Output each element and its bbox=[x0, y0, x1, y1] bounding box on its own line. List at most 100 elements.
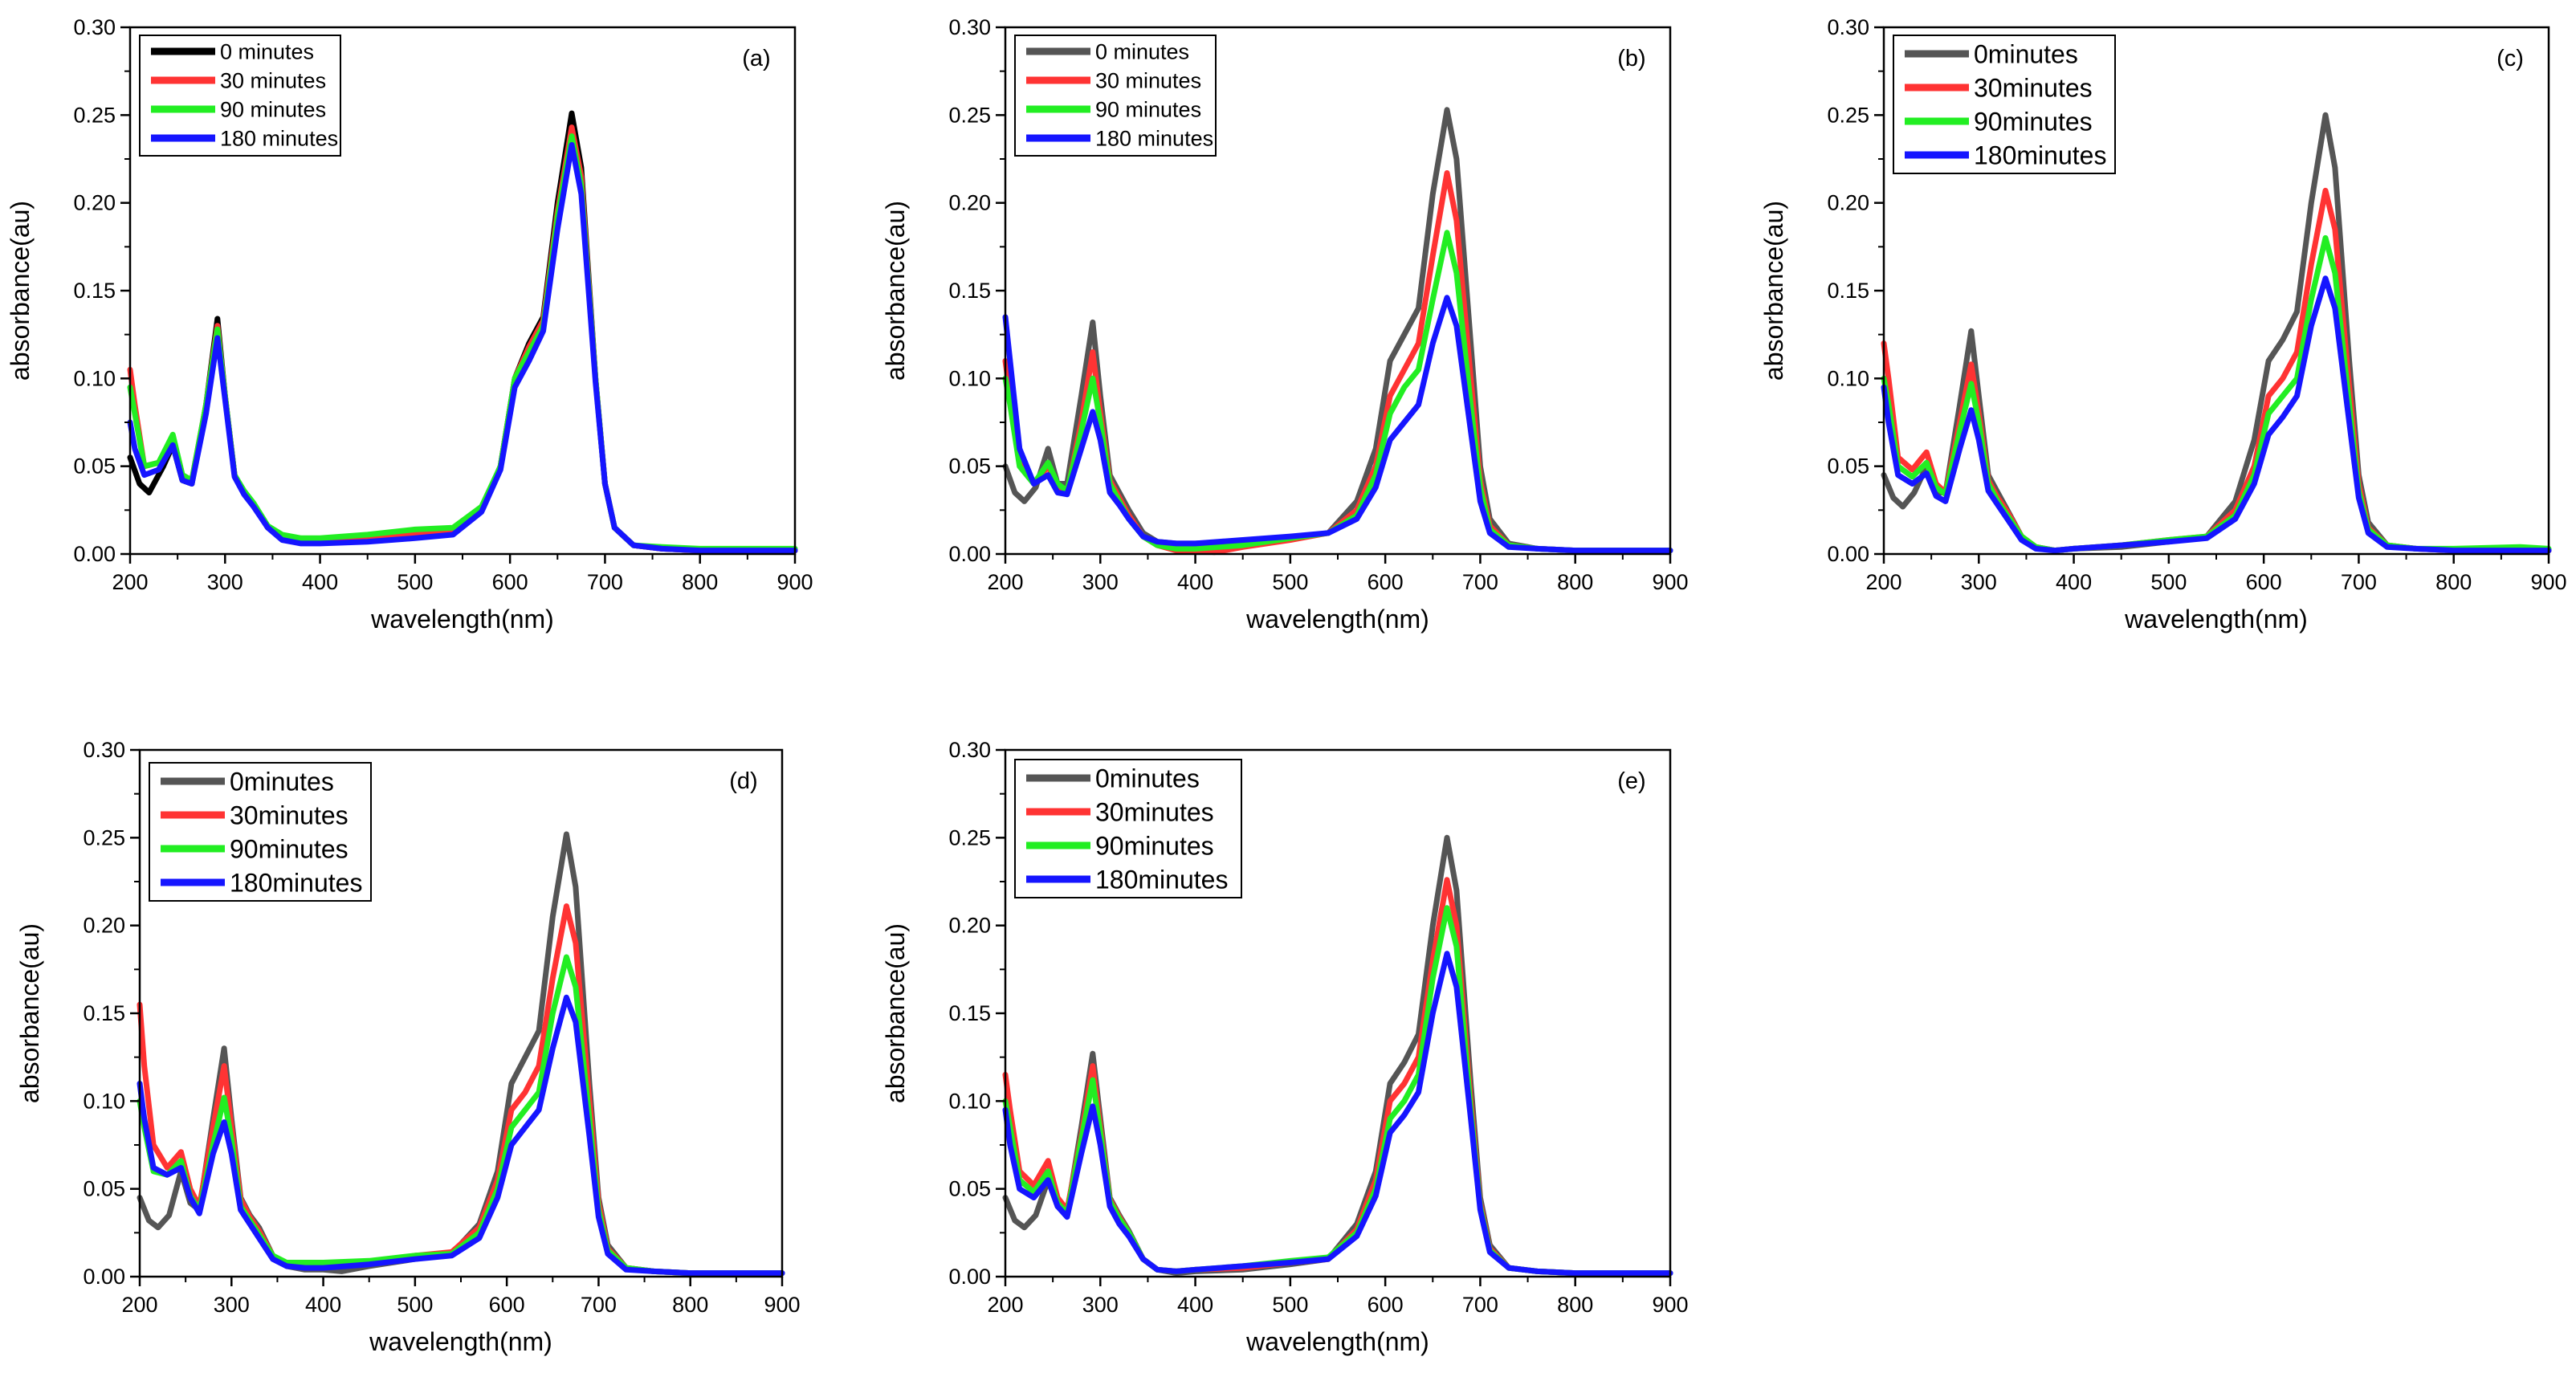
y-tick-label: 0.15 bbox=[948, 1001, 991, 1025]
panel-label: (d) bbox=[729, 768, 757, 794]
legend-label: 180minutes bbox=[1095, 866, 1228, 894]
x-tick-label: 600 bbox=[492, 570, 528, 594]
x-tick-label: 500 bbox=[2150, 570, 2187, 594]
y-axis-label: absorbance(au) bbox=[6, 201, 35, 381]
legend-label: 0minutes bbox=[230, 768, 334, 796]
y-axis-label: absorbance(au) bbox=[15, 923, 44, 1103]
x-tick-label: 600 bbox=[2246, 570, 2282, 594]
x-tick-label: 200 bbox=[1865, 570, 1901, 594]
y-tick-label: 0.10 bbox=[1827, 366, 1869, 390]
y-tick-label: 0.05 bbox=[948, 454, 991, 479]
y-tick-label: 0.25 bbox=[83, 825, 125, 849]
y-tick-label: 0.00 bbox=[1827, 542, 1869, 566]
y-tick-label: 0.20 bbox=[73, 191, 116, 215]
legend-box bbox=[149, 762, 372, 902]
series-line-2 bbox=[1002, 905, 1673, 1277]
legend: 0 minutes 30 minutes 90 minutes 180 minutes bbox=[139, 35, 341, 157]
x-tick-label: 300 bbox=[1961, 570, 1997, 594]
panel-label: (e) bbox=[1617, 768, 1645, 794]
y-tick-label: 0.30 bbox=[1827, 15, 1869, 39]
legend-label: 180minutes bbox=[230, 869, 362, 898]
x-tick-label: 300 bbox=[1082, 1293, 1119, 1317]
x-tick-label: 700 bbox=[581, 1293, 617, 1317]
y-tick-label: 0.30 bbox=[948, 738, 991, 762]
y-tick-label: 0.00 bbox=[948, 542, 991, 566]
series-line-2 bbox=[1002, 230, 1673, 554]
y-tick-label: 0.05 bbox=[948, 1177, 991, 1201]
chart-panel-1: 200 300 400 500 600 700 800 900 0.00 0.05 0.10 0.15… bbox=[881, 15, 1689, 634]
y-tick-label: 0.20 bbox=[1827, 191, 1869, 215]
legend-label: 30minutes bbox=[1974, 74, 2093, 103]
y-tick-label: 0.20 bbox=[948, 191, 991, 215]
x-tick-label: 800 bbox=[672, 1293, 708, 1317]
x-axis-label: wavelength(nm) bbox=[1245, 1327, 1429, 1356]
y-axis-label: absorbance(au) bbox=[881, 201, 910, 381]
y-tick-label: 0.15 bbox=[948, 279, 991, 303]
x-tick-label: 800 bbox=[2435, 570, 2472, 594]
y-tick-label: 0.00 bbox=[948, 1265, 991, 1289]
series-line-1 bbox=[137, 903, 785, 1277]
y-tick-label: 0.25 bbox=[948, 825, 991, 849]
series-line-2 bbox=[137, 954, 785, 1277]
x-tick-label: 200 bbox=[112, 570, 148, 594]
x-tick-label: 600 bbox=[489, 1293, 525, 1317]
legend-label: 180minutes bbox=[1974, 141, 2106, 170]
x-tick-label: 400 bbox=[302, 570, 338, 594]
legend: 0minutes 30minutes 90minutes 180minutes bbox=[149, 762, 372, 902]
panel-label: (a) bbox=[742, 46, 770, 71]
x-tick-label: 500 bbox=[1272, 1293, 1308, 1317]
legend: 0minutes 30minutes 90minutes 180minutes bbox=[1014, 759, 1242, 898]
legend-label: 30minutes bbox=[1095, 798, 1214, 827]
x-tick-label: 900 bbox=[1652, 1293, 1688, 1317]
series-line-3 bbox=[137, 994, 785, 1277]
x-tick-label: 600 bbox=[1367, 1293, 1404, 1317]
x-tick-label: 900 bbox=[776, 570, 813, 594]
y-tick-label: 0.00 bbox=[73, 542, 116, 566]
chart-panel-0: 200 300 400 500 600 700 800 900 0.00 0.05 0.10 0.15… bbox=[6, 15, 813, 634]
y-tick-label: 0.25 bbox=[948, 103, 991, 127]
y-tick-label: 0.25 bbox=[1827, 103, 1869, 127]
legend-label: 90 minutes bbox=[220, 98, 326, 122]
legend-label: 180 minutes bbox=[1095, 127, 1213, 151]
x-tick-label: 400 bbox=[305, 1293, 341, 1317]
legend-label: 30 minutes bbox=[1095, 69, 1201, 93]
chart-panel-3: 200 300 400 500 600 700 800 900 0.00 0.05 0.10 0.15… bbox=[15, 738, 801, 1356]
x-tick-label: 700 bbox=[1462, 1293, 1498, 1317]
x-tick-label: 500 bbox=[397, 570, 433, 594]
panel-label: (b) bbox=[1617, 46, 1645, 71]
x-tick-label: 500 bbox=[1272, 570, 1308, 594]
y-tick-label: 0.30 bbox=[948, 15, 991, 39]
legend-box bbox=[1893, 35, 2116, 174]
series-line-3 bbox=[127, 142, 798, 554]
x-tick-label: 800 bbox=[1557, 570, 1593, 594]
legend-label: 90 minutes bbox=[1095, 98, 1201, 122]
x-axis-label: wavelength(nm) bbox=[2124, 605, 2308, 634]
x-axis-label: wavelength(nm) bbox=[1245, 605, 1429, 634]
x-tick-label: 600 bbox=[1367, 570, 1404, 594]
series-line-0 bbox=[127, 110, 798, 554]
x-tick-label: 800 bbox=[1557, 1293, 1593, 1317]
legend-label: 90minutes bbox=[1974, 108, 2093, 136]
x-tick-label: 400 bbox=[1177, 1293, 1213, 1317]
y-tick-label: 0.15 bbox=[73, 279, 116, 303]
y-tick-label: 0.10 bbox=[948, 1089, 991, 1113]
x-tick-label: 900 bbox=[2530, 570, 2566, 594]
series-line-1 bbox=[1002, 877, 1673, 1277]
x-tick-label: 400 bbox=[1177, 570, 1213, 594]
y-tick-label: 0.20 bbox=[83, 914, 125, 938]
x-tick-label: 300 bbox=[214, 1293, 250, 1317]
legend-box bbox=[1014, 759, 1242, 898]
x-tick-label: 900 bbox=[764, 1293, 800, 1317]
x-tick-label: 300 bbox=[207, 570, 243, 594]
legend-label: 30 minutes bbox=[220, 69, 326, 93]
legend-label: 90minutes bbox=[230, 835, 348, 864]
x-axis-label: wavelength(nm) bbox=[370, 605, 554, 634]
legend-label: 0minutes bbox=[1974, 40, 2078, 69]
y-tick-label: 0.05 bbox=[1827, 454, 1869, 479]
series-line-3 bbox=[1881, 275, 2552, 554]
y-tick-label: 0.10 bbox=[948, 366, 991, 390]
x-tick-label: 700 bbox=[1462, 570, 1498, 594]
x-tick-label: 200 bbox=[987, 1293, 1023, 1317]
y-axis-label: absorbance(au) bbox=[1759, 201, 1788, 381]
